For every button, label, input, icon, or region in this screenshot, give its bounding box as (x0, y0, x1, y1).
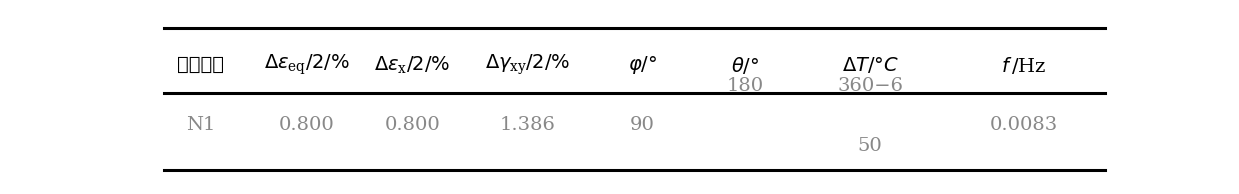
Text: N1: N1 (186, 116, 216, 134)
Text: $\Delta\gamma_{\mathregular{xy}}/2/\%$: $\Delta\gamma_{\mathregular{xy}}/2/\%$ (484, 53, 570, 77)
Text: 50: 50 (857, 137, 882, 155)
Text: 0.0083: 0.0083 (990, 116, 1058, 134)
Text: 360−6: 360−6 (838, 77, 903, 95)
Text: 0.800: 0.800 (279, 116, 335, 134)
Text: 试样编号: 试样编号 (177, 56, 224, 74)
Text: $\Delta\varepsilon_{\mathregular{x}}/2/\%$: $\Delta\varepsilon_{\mathregular{x}}/2/\… (374, 55, 451, 76)
Text: $\theta/°$: $\theta/°$ (731, 55, 760, 76)
Text: $\Delta\varepsilon_{\mathregular{eq}}/2/\%$: $\Delta\varepsilon_{\mathregular{eq}}/2/… (264, 53, 349, 77)
Text: 1.386: 1.386 (499, 116, 555, 134)
Text: 90: 90 (631, 116, 655, 134)
Text: $f\,/\mathregular{Hz}$: $f\,/\mathregular{Hz}$ (1001, 55, 1047, 76)
Text: 0.800: 0.800 (384, 116, 440, 134)
Text: $\varphi/°$: $\varphi/°$ (628, 54, 658, 76)
Text: $\Delta T/°C$: $\Delta T/°C$ (841, 55, 898, 75)
Text: 180: 180 (727, 77, 764, 95)
